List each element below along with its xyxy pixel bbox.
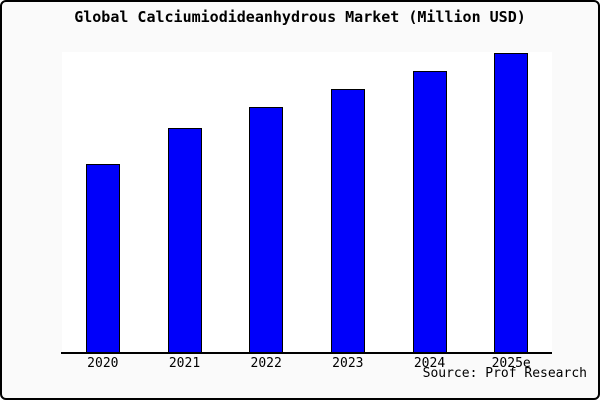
x-tick-label-2022: 2022 [250, 356, 282, 371]
x-axis-line [61, 352, 552, 354]
x-tick-label-2020: 2020 [87, 356, 119, 371]
x-tick-label-2025e: 2025e [491, 356, 531, 371]
source-note: Source: Prof Research [422, 366, 587, 381]
bar-2022 [249, 107, 284, 353]
x-tick-label-2021: 2021 [168, 356, 201, 371]
bar-2024 [412, 71, 447, 353]
bar-2025e [494, 53, 529, 353]
bar-2023 [330, 89, 365, 353]
x-tick-label-2023: 2023 [332, 356, 364, 371]
plot-area [62, 52, 552, 353]
chart-title: Global Calciumiodideanhydrous Market (Mi… [74, 8, 526, 26]
bar-2020 [85, 164, 120, 353]
bar-2021 [167, 128, 202, 353]
x-tick-label-2024: 2024 [413, 356, 446, 371]
